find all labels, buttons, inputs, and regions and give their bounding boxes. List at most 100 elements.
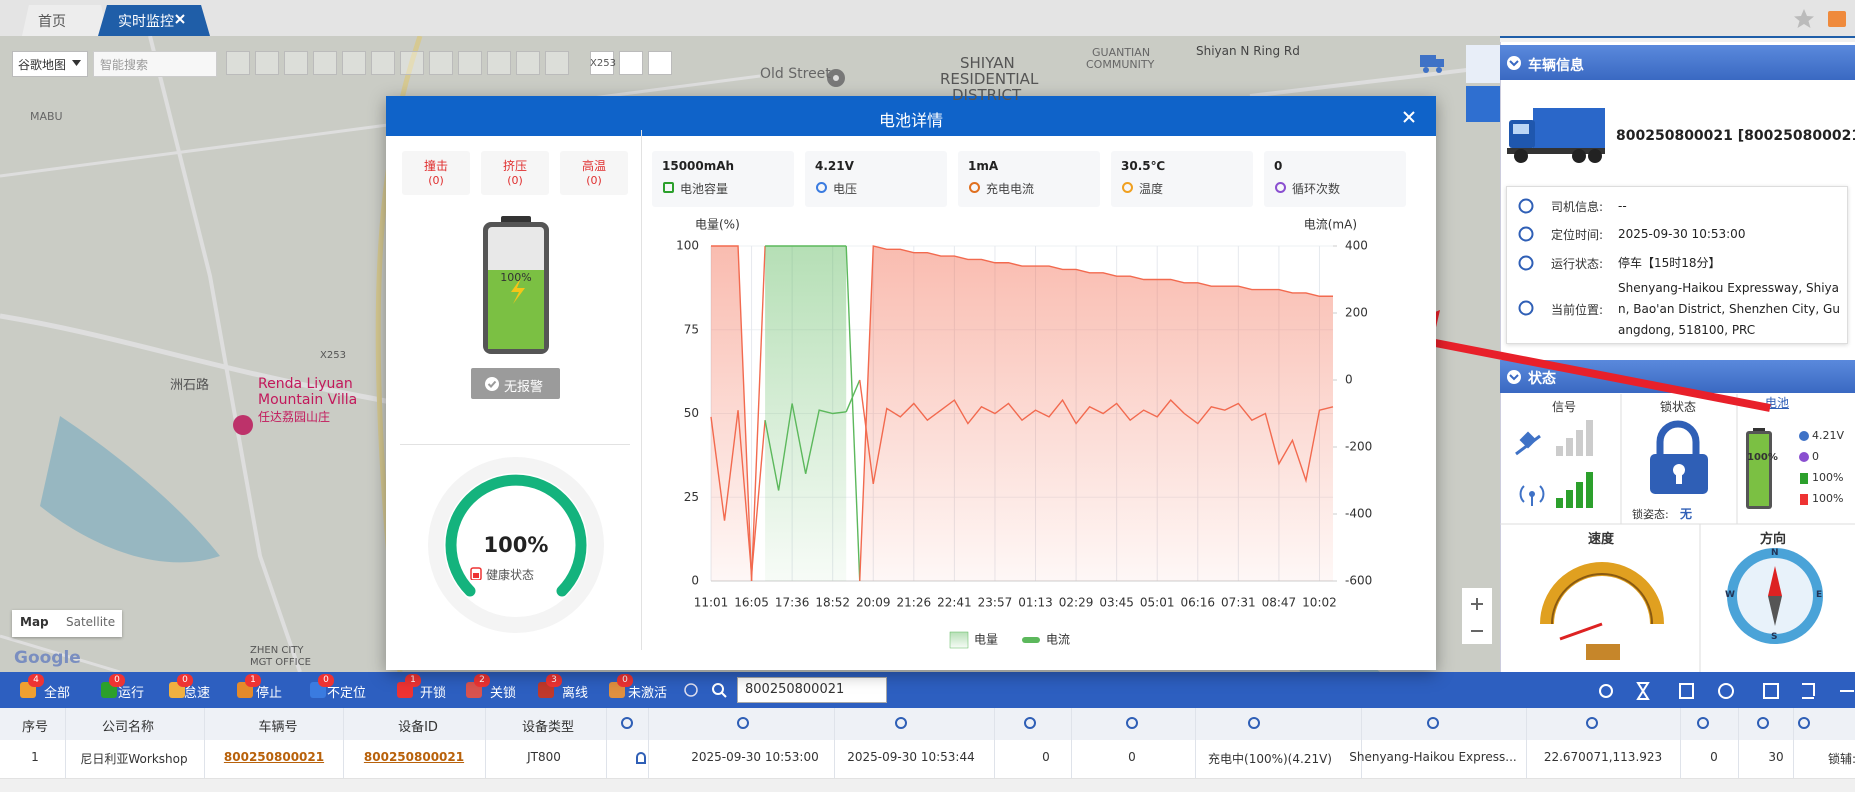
y-tick-label: 0	[691, 574, 699, 588]
collapse-icon[interactable]	[1506, 55, 1522, 71]
map-tool-button[interactable]	[400, 51, 424, 75]
status-filter-bar	[0, 672, 1855, 708]
battery-value: 0	[1812, 450, 1819, 463]
no-alarm-label: 无报警	[504, 380, 544, 395]
map-logo: Google	[14, 648, 81, 668]
filter-label[interactable]: 停止	[256, 686, 283, 701]
panel-header[interactable]	[1500, 45, 1855, 80]
side-strip[interactable]	[1466, 45, 1500, 83]
table-cell: 22.670071,113.923	[1543, 750, 1663, 764]
filter-label[interactable]: 未激活	[628, 686, 668, 701]
modal-title: 电池详情	[878, 111, 943, 130]
row-label: 定位时间:	[1551, 228, 1604, 242]
speed-label: 速度	[1588, 532, 1615, 547]
lock-attitude-value: 无	[1680, 507, 1693, 521]
map-label: Shiyan N Ring Rd	[1196, 44, 1300, 58]
x-tick-label: 10:02	[1302, 596, 1337, 610]
truck-tool[interactable]	[1418, 50, 1448, 76]
satellite-button[interactable]: Satellite	[66, 615, 116, 629]
column-divider	[1793, 708, 1794, 778]
map-label: X253	[320, 350, 346, 361]
row-label: 司机信息:	[1551, 200, 1604, 214]
map-tool-button[interactable]	[255, 51, 279, 75]
collapse-icon[interactable]	[1506, 369, 1522, 385]
battery-link[interactable]: 电池	[1765, 396, 1790, 410]
vehicle-search[interactable]	[737, 677, 887, 703]
zoom-control[interactable]	[1462, 588, 1492, 644]
map-tool-button[interactable]	[313, 51, 337, 75]
map-tool-button[interactable]	[371, 51, 395, 75]
tab-label[interactable]: 首页	[38, 14, 66, 30]
x-tick-label: 23:57	[978, 596, 1013, 610]
map-tool-button[interactable]	[590, 51, 614, 75]
map-tool-button[interactable]	[648, 51, 672, 75]
y2-axis-title: 电流(mA)	[1304, 218, 1357, 232]
top-icons[interactable]	[1794, 8, 1850, 30]
map-button[interactable]: Map	[20, 615, 49, 629]
map-tool-button[interactable]	[487, 51, 511, 75]
filter-count: 3	[546, 674, 562, 687]
filter-label[interactable]: 关锁	[490, 686, 517, 701]
filter-label[interactable]: 离线	[562, 686, 589, 701]
y2-tick-label: -400	[1345, 507, 1372, 521]
filter-count: 0	[177, 674, 193, 687]
filter-label[interactable]: 怠速	[184, 686, 211, 701]
map-tool-button[interactable]	[342, 51, 366, 75]
row-label: 当前位置:	[1551, 303, 1604, 317]
alarm-box	[481, 151, 549, 195]
side-strip-active[interactable]	[1466, 86, 1500, 122]
map-label: Mountain Villa	[258, 392, 358, 408]
battery-value: 100%	[1812, 471, 1844, 484]
filter-count: 2	[474, 674, 490, 687]
table-cell: 0	[1710, 750, 1718, 764]
map-label: RESIDENTIAL	[940, 70, 1039, 88]
map-tool-button[interactable]	[284, 51, 308, 75]
line-connector	[750, 420, 766, 575]
filter-label[interactable]: 全部	[44, 686, 71, 701]
table-header-cell: 设备ID	[398, 720, 438, 735]
table-cell[interactable]: 800250800021	[223, 750, 325, 764]
table-cell[interactable]: 800250800021	[363, 750, 465, 764]
tab-label[interactable]: 实时监控	[118, 14, 174, 30]
modal-header	[386, 96, 1436, 136]
filter-label[interactable]: 运行	[118, 686, 145, 701]
map-label: MABU	[30, 110, 63, 123]
row-icon-shape	[1518, 300, 1534, 316]
area	[859, 246, 1333, 581]
search-icons[interactable]	[684, 680, 734, 700]
legend-swatch	[1022, 637, 1040, 643]
x-tick-label: 08:47	[1262, 596, 1297, 610]
info-card-icon	[969, 182, 980, 193]
filter-label[interactable]: 不定位	[327, 686, 367, 701]
modal-close[interactable]	[1402, 110, 1416, 124]
line-connector	[750, 245, 766, 582]
map-tool-button[interactable]	[226, 51, 250, 75]
table-cell: JT800	[527, 750, 561, 764]
map-tool-button[interactable]	[429, 51, 453, 75]
filter-count: 4	[28, 674, 44, 687]
table-cell: 2025-09-30 10:53:44	[847, 750, 975, 764]
compass-letter: S	[1771, 632, 1778, 642]
y-tick-label: 100	[676, 239, 699, 253]
table-header-cell: 车辆号	[258, 720, 298, 735]
map-tool-button[interactable]	[545, 51, 569, 75]
filter-label[interactable]: 开锁	[420, 686, 447, 701]
battery-modal: 电池详情 100% 无报警 100% 健康状态 撞击 (0) 挤压 (0) 高温 (0) 1…	[386, 96, 1436, 670]
map-search[interactable]	[93, 51, 217, 77]
map-tool-button[interactable]	[458, 51, 482, 75]
tab[interactable]	[22, 5, 108, 36]
map-label: Renda Liyuan	[258, 376, 353, 392]
info-card	[958, 151, 1100, 207]
y-tick-label: 50	[684, 406, 699, 420]
map-tool-button[interactable]	[516, 51, 540, 75]
dropdown-arrow	[72, 60, 81, 66]
bar-icons[interactable]	[1590, 679, 1855, 703]
column-divider	[648, 708, 649, 778]
table-row[interactable]	[0, 740, 1855, 779]
check-icon	[485, 377, 499, 391]
row-value: Shenyang-Haikou Expressway, Shiyan, Bao'…	[1618, 281, 1840, 337]
tab-close[interactable]	[174, 13, 186, 25]
map-tool-button[interactable]	[619, 51, 643, 75]
tab-active[interactable]	[98, 5, 210, 36]
column-divider	[1738, 708, 1739, 778]
